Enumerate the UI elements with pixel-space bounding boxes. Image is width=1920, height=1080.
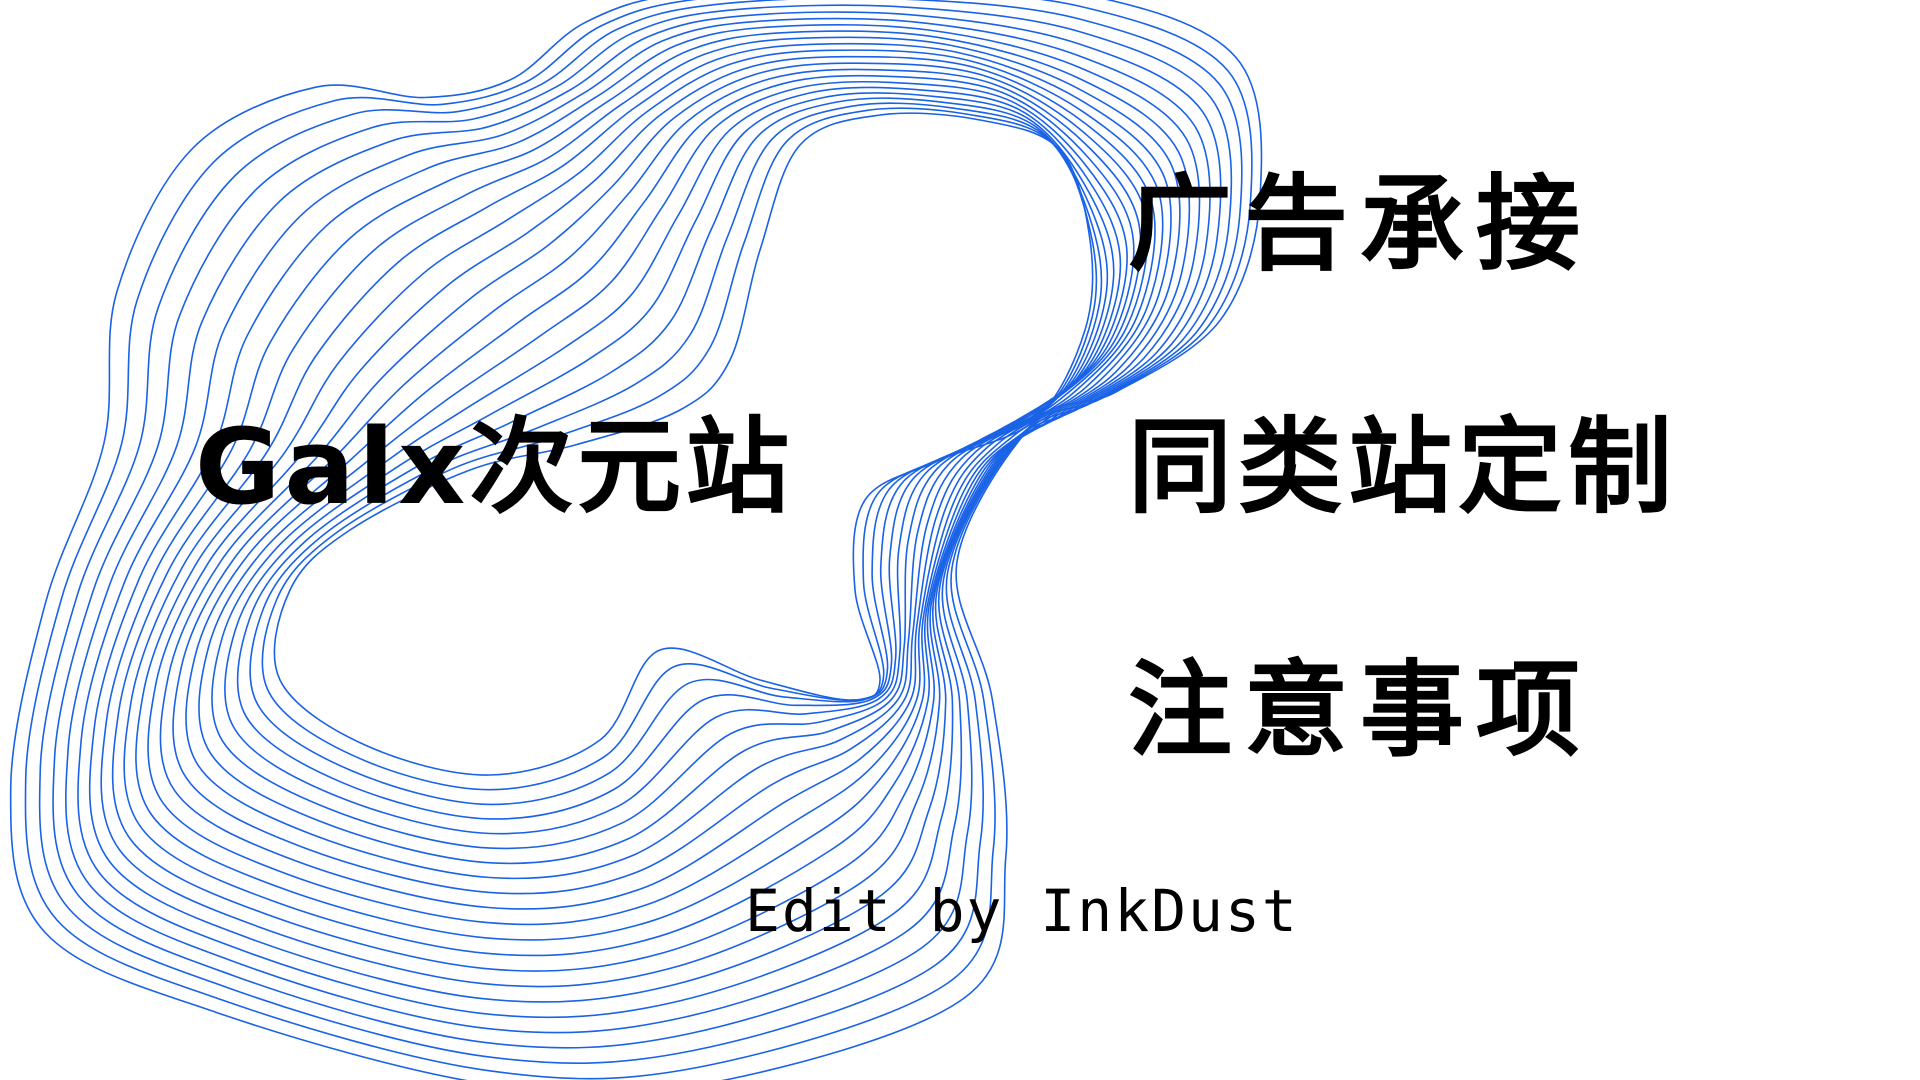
heading-custom-site: 同类站定制: [1128, 406, 1679, 528]
contour-line: [88, 24, 1201, 1003]
site-title: Galx次元站: [195, 406, 794, 528]
contour-line: [52, 4, 1233, 1049]
contour-line: [38, 0, 1243, 1064]
contour-line: [211, 86, 1122, 850]
contour-line: [185, 74, 1135, 880]
contour-line: [9, 0, 1263, 1080]
heading-notes: 注意事项: [1128, 649, 1593, 771]
contour-line: [77, 17, 1211, 1019]
contour-line: [65, 11, 1222, 1034]
contour-line: [224, 92, 1115, 835]
contour-line: [172, 68, 1142, 895]
contour-line: [135, 49, 1164, 941]
contour-line: [236, 97, 1109, 820]
contour-line: [24, 0, 1253, 1080]
contour-line: [198, 80, 1128, 865]
credit-text: Edit by InkDust: [745, 877, 1299, 945]
heading-ad-placement: 广告承接: [1128, 163, 1593, 285]
contour-line: [100, 30, 1191, 988]
contour-line: [249, 102, 1103, 806]
contour-line: [123, 42, 1172, 957]
contour-line: [147, 55, 1156, 926]
contour-line: [261, 107, 1098, 791]
contour-line: [111, 36, 1181, 972]
contour-line: [159, 62, 1149, 910]
